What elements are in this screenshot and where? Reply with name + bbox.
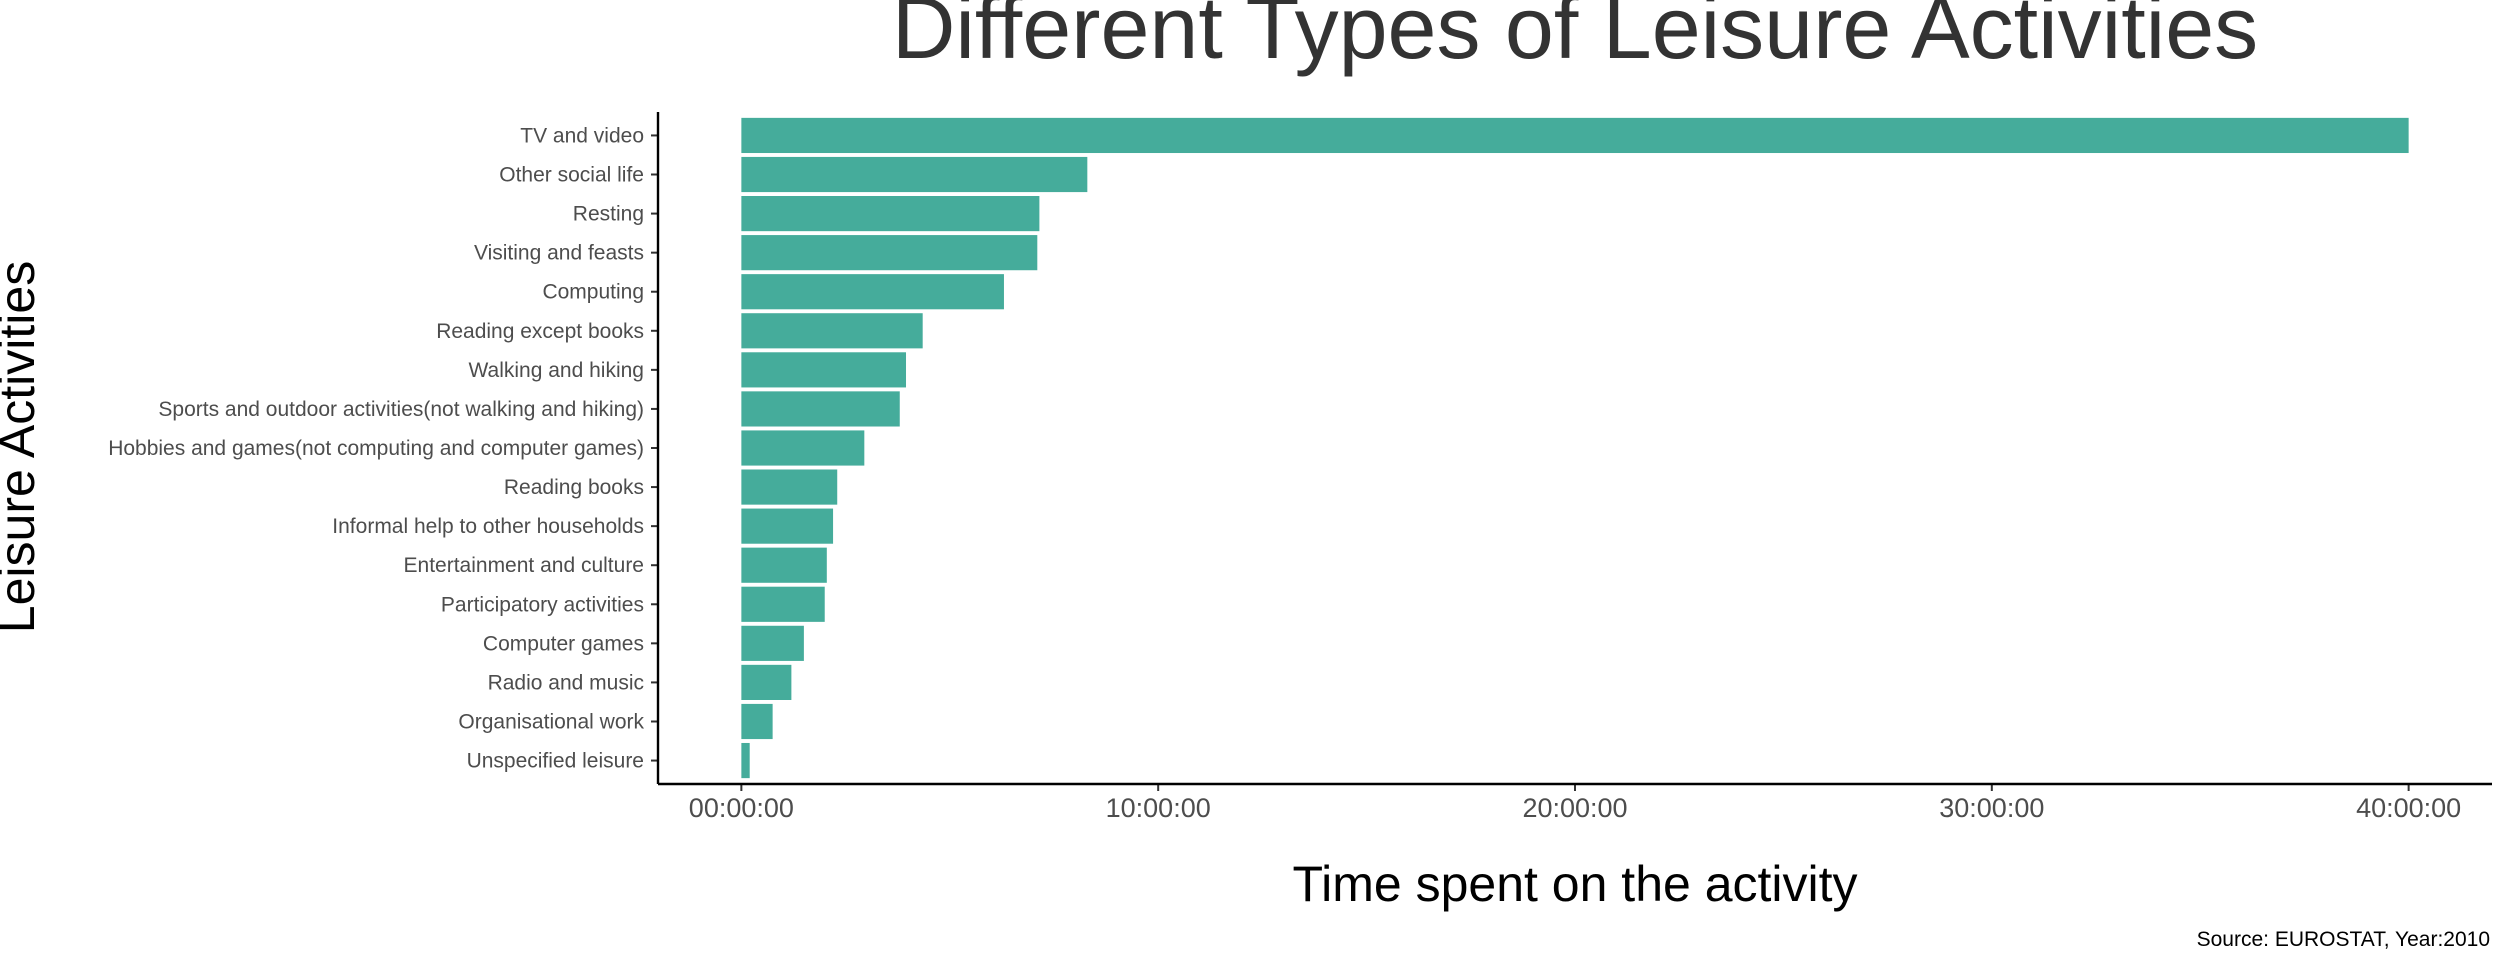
bars-group <box>741 117 2409 779</box>
x-tick-label: 20:00:00 <box>1522 793 1627 823</box>
chart-title: Different Types of Leisure Activities <box>892 0 2258 77</box>
bar-8 <box>741 430 865 466</box>
y-tick-label: Participatory activities <box>441 593 644 616</box>
y-tick-label: Sports and outdoor activities(not walkin… <box>158 398 644 421</box>
y-tick-label: Radio and music <box>488 671 644 694</box>
x-axis-ticks: 00:00:00 10:00:00 20:00:00 30:00:00 40:00:00 <box>689 784 2461 823</box>
y-tick-label: Walking and hiking <box>469 359 645 382</box>
x-tick-label: 30:00:00 <box>1939 793 2044 823</box>
bar-9 <box>741 469 838 505</box>
y-tick-label: Entertainment and culture <box>404 554 644 577</box>
x-tick-label: 10:00:00 <box>1106 793 1211 823</box>
y-tick-label: Unspecified leisure <box>467 750 644 773</box>
y-tick-label: Computer games <box>483 632 644 655</box>
bar-1 <box>741 156 1088 193</box>
x-tick-label: 40:00:00 <box>2356 793 2461 823</box>
bar-15 <box>741 703 773 740</box>
bar-4 <box>741 274 1004 310</box>
bar-6 <box>741 352 907 388</box>
y-axis-title: Leisure Activities <box>0 261 45 633</box>
bar-16 <box>741 742 750 779</box>
source-caption: Source: EUROSTAT, Year:2010 <box>2197 928 2490 951</box>
y-tick-label: Reading except books <box>436 320 644 343</box>
bar-5 <box>741 313 923 349</box>
bar-2 <box>741 196 1040 232</box>
bar-10 <box>741 508 834 544</box>
y-axis-ticks: TV and video Other social life Resting Visi… <box>108 124 658 773</box>
bar-13 <box>741 625 804 661</box>
y-tick-label: Visiting and feasts <box>474 242 644 265</box>
bar-3 <box>741 235 1038 271</box>
y-tick-label: Organisational work <box>458 710 644 733</box>
bar-14 <box>741 664 792 700</box>
y-tick-label: TV and video <box>520 124 644 147</box>
x-tick-label: 00:00:00 <box>689 793 794 823</box>
y-tick-label: Hobbies and games(not computing and comp… <box>108 437 644 460</box>
bar-0 <box>741 117 2409 154</box>
bar-7 <box>741 391 900 427</box>
y-tick-label: Resting <box>573 203 644 226</box>
y-tick-label: Other social life <box>499 164 644 187</box>
y-tick-label: Computing <box>542 281 644 304</box>
y-tick-label: Informal help to other households <box>332 515 644 538</box>
bar-12 <box>741 586 825 622</box>
y-tick-label: Reading books <box>504 476 644 499</box>
x-axis-title: Time spent on the activity <box>1292 856 1857 912</box>
bar-11 <box>741 547 827 583</box>
